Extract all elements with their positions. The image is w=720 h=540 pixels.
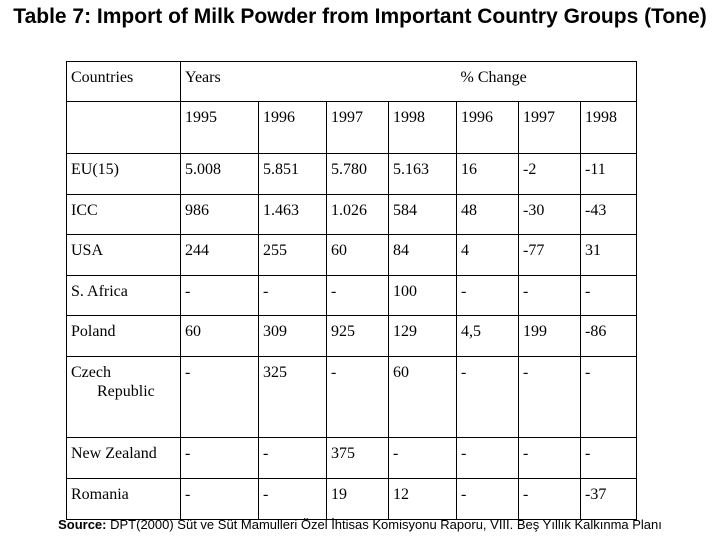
value-cell: - [580,356,638,438]
value-cell: - [456,478,520,520]
header-row-years: 1995 1996 1997 1998 1996 1997 1998 [66,101,638,154]
header-blank-cell [66,101,181,154]
value-cell: - [180,275,259,316]
value-cell: - [258,275,327,316]
value-cell: - [518,275,582,316]
table-row: Czech Republic - 325 - 60 - - - [66,356,638,438]
value-cell: 5.008 [180,153,259,195]
value-cell: 584 [387,194,458,235]
value-cell: - [580,437,638,479]
table-row: New Zealand - - 375 - - - - [66,437,638,479]
value-cell: -30 [518,194,582,235]
country-cell: ICC [66,194,181,235]
value-cell: - [180,437,259,479]
header-years: Years [179,61,457,102]
value-cell: 986 [180,194,259,235]
value-cell: 4 [456,234,520,276]
source-text: DPT(2000) Süt ve Süt Mamulleri Özel İhti… [106,517,662,532]
value-cell: 60 [180,315,259,357]
header-year: 1997 [326,101,389,154]
value-cell: - [456,437,520,479]
value-cell: 129 [387,315,458,357]
value-cell: -77 [518,234,582,276]
header-year: 1996 [456,101,520,154]
value-cell: 1.026 [326,194,389,235]
value-cell: 100 [387,275,458,316]
value-cell: 5.851 [258,153,327,195]
value-cell: 12 [387,478,458,520]
value-cell: - [518,356,582,438]
value-cell: 4,5 [456,315,520,357]
table-row: Poland 60 309 925 129 4,5 199 -86 [66,315,638,357]
value-cell: -86 [580,315,638,357]
country-cell: Poland [66,315,181,357]
table-row: USA 244 255 60 84 4 -77 31 [66,234,638,276]
country-cell: Czech Republic [66,356,181,438]
value-cell: 60 [326,234,389,276]
value-cell: - [387,437,458,479]
value-cell: 84 [387,234,458,276]
header-year: 1998 [387,101,458,154]
table-row: EU(15) 5.008 5.851 5.780 5.163 16 -2 -11 [66,153,638,195]
country-name-line: Czech [71,364,111,381]
value-cell: 5.780 [326,153,389,195]
value-cell: - [258,478,327,520]
source-label: Source: [58,517,107,532]
value-cell: 199 [518,315,582,357]
value-cell: 925 [326,315,389,357]
value-cell: 48 [456,194,520,235]
milk-powder-import-table: Countries Years % Change 1995 1996 1997 … [66,61,638,520]
value-cell: - [456,275,520,316]
value-cell: -43 [580,194,638,235]
value-cell: -2 [518,153,582,195]
value-cell: 244 [180,234,259,276]
value-cell: 5.163 [387,153,458,195]
value-cell: 255 [258,234,327,276]
value-cell: 31 [580,234,638,276]
value-cell: 1.463 [258,194,327,235]
header-year: 1996 [258,101,327,154]
header-year: 1995 [180,101,259,154]
value-cell: 325 [258,356,327,438]
table-row: Romania - - 19 12 - - -37 [66,478,638,520]
value-cell: 60 [387,356,458,438]
value-cell: 309 [258,315,327,357]
value-cell: - [518,478,582,520]
value-cell: -37 [580,478,638,520]
value-cell: - [326,275,389,316]
value-cell: - [326,356,389,438]
table-row: ICC 986 1.463 1.026 584 48 -30 -43 [66,194,638,235]
source-note: Source: DPT(2000) Süt ve Süt Mamulleri Ö… [0,517,720,532]
country-cell: USA [66,234,181,276]
header-countries: Countries [66,61,181,102]
value-cell: 19 [326,478,389,520]
header-percent-change: % Change [456,61,638,102]
header-row-groups: Countries Years % Change [66,61,638,102]
country-name-line: Republic [97,383,155,400]
value-cell: 16 [456,153,520,195]
country-cell: New Zealand [66,437,181,479]
value-cell: - [180,356,259,438]
value-cell: - [258,437,327,479]
value-cell: - [518,437,582,479]
header-year: 1998 [580,101,638,154]
table-row: S. Africa - - - 100 - - - [66,275,638,316]
header-year: 1997 [518,101,582,154]
country-cell: EU(15) [66,153,181,195]
value-cell: - [180,478,259,520]
value-cell: 375 [326,437,389,479]
value-cell: -11 [580,153,638,195]
value-cell: - [580,275,638,316]
country-cell: Romania [66,478,181,520]
table-title: Table 7: Import of Milk Powder from Impo… [13,5,707,28]
country-cell: S. Africa [66,275,181,316]
value-cell: - [456,356,520,438]
